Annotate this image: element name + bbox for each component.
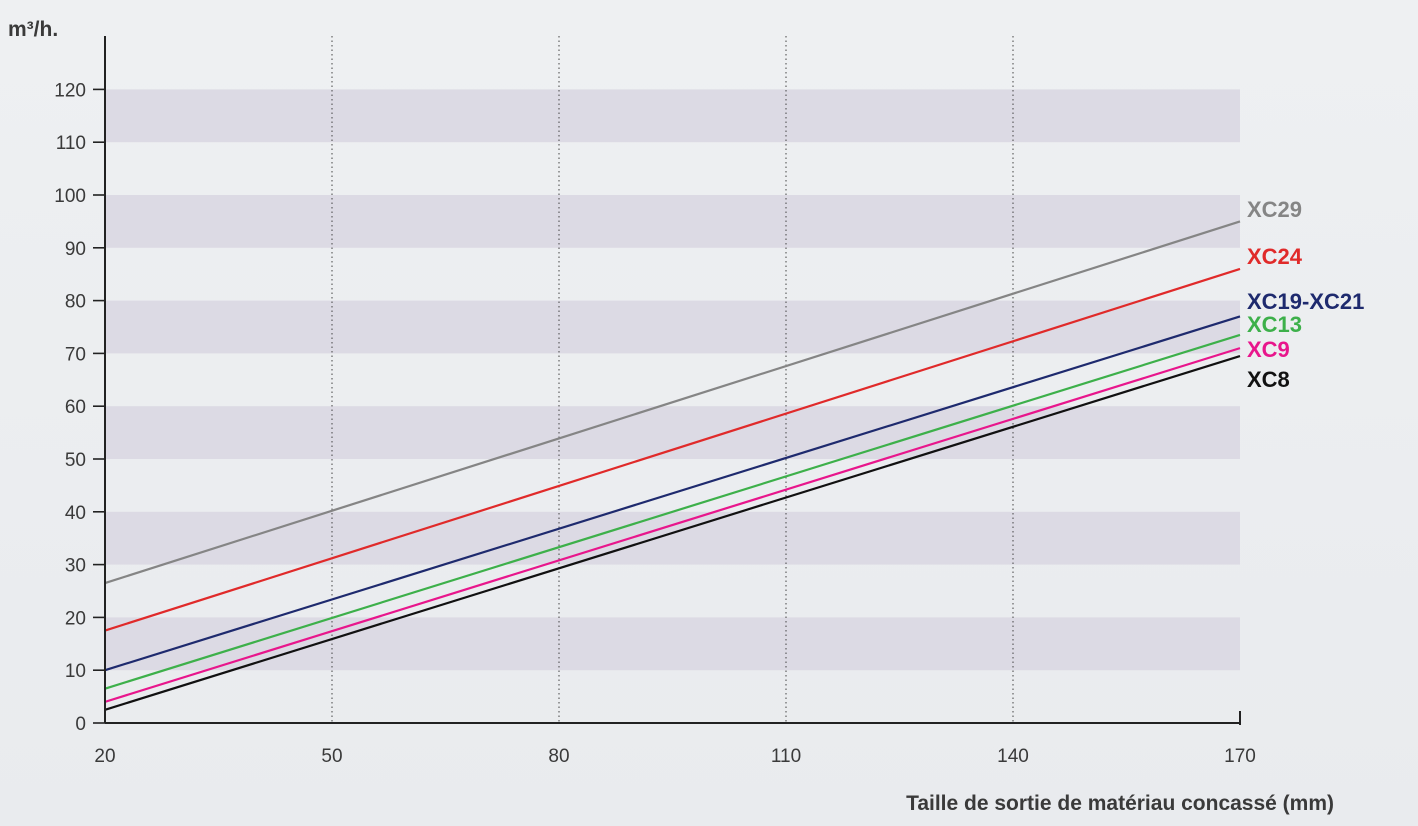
- y-tick-label: 20: [65, 608, 86, 629]
- y-tick-label: 80: [65, 292, 86, 313]
- grid-band: [105, 511, 1240, 565]
- axes: [93, 36, 1241, 725]
- series-line-xc24: [104, 267, 1241, 632]
- series-label-xc13: XC13: [1247, 312, 1302, 337]
- series-label-xc29: XC29: [1247, 197, 1302, 222]
- grid-band: [105, 89, 1240, 143]
- y-tick-label: 110: [56, 133, 86, 154]
- series-label-xc24: XC24: [1247, 244, 1303, 269]
- grid-band: [105, 617, 1240, 671]
- series-line-xc29: [104, 220, 1241, 585]
- series-line-xc8: [104, 354, 1241, 711]
- series-line-xc9: [104, 347, 1241, 703]
- x-tick-label: 20: [94, 746, 115, 767]
- x-grid-lines: [331, 36, 1014, 723]
- y-tick-label: 10: [65, 661, 86, 682]
- y-tick-label: 120: [54, 80, 86, 101]
- series-line-xc19-xc21: [104, 315, 1241, 672]
- y-tick-label: 0: [75, 714, 86, 735]
- y-tick-label: 30: [65, 556, 86, 577]
- grid-band: [105, 300, 1240, 354]
- x-tick-label: 50: [321, 746, 342, 767]
- x-tick-label: 80: [548, 746, 569, 767]
- series-label-xc9: XC9: [1247, 337, 1290, 362]
- grid-band: [105, 406, 1240, 459]
- x-axis-title: Taille de sortie de matériau concassé (m…: [906, 792, 1334, 815]
- y-tick-label: 90: [65, 239, 86, 260]
- series-line-xc13: [104, 333, 1241, 690]
- x-tick-label: 170: [1224, 746, 1256, 767]
- y-tick-label: 70: [65, 344, 86, 365]
- y-tick-label: 100: [54, 186, 86, 207]
- x-tick-label: 140: [997, 746, 1029, 767]
- y-tick-label: 40: [65, 503, 86, 524]
- y-tick-label: 50: [65, 450, 86, 471]
- series-label-xc8: XC8: [1247, 367, 1290, 392]
- x-tick-label: 110: [771, 746, 801, 767]
- tick-labels: 0 10 20 30 40 50 60 70 80 90 100 110 120 20 50 80 110 140…: [54, 80, 1256, 767]
- y-axis-title: m³/h.: [8, 18, 58, 41]
- grid-band: [105, 195, 1240, 248]
- series-label-xc19-xc21: XC19-XC21: [1247, 289, 1364, 314]
- y-tick-label: 60: [65, 397, 86, 418]
- series-lines: [104, 220, 1241, 711]
- y-grid-bands: [105, 89, 1240, 671]
